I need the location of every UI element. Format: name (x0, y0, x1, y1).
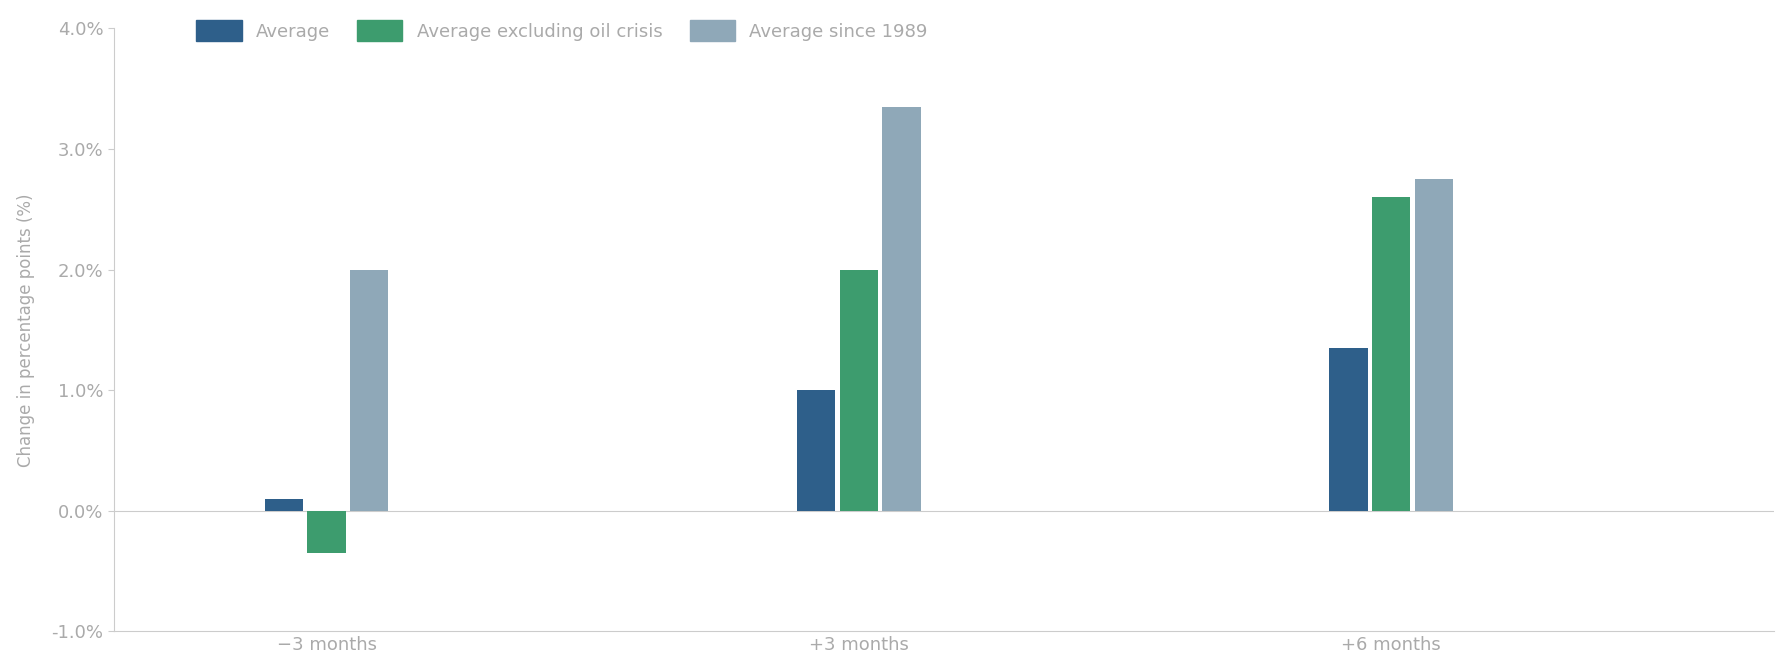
Bar (349, 270, 389, 511)
Bar (797, 391, 835, 511)
Y-axis label: Change in percentage points (%): Change in percentage points (%) (16, 193, 34, 466)
Bar (1415, 179, 1453, 511)
Bar (265, 499, 303, 511)
Bar (1329, 348, 1368, 511)
Bar (308, 511, 346, 553)
Bar (840, 270, 878, 511)
Bar (883, 107, 921, 511)
Bar (1372, 197, 1410, 511)
Legend: Average, Average excluding oil crisis, Average since 1989: Average, Average excluding oil crisis, A… (190, 13, 935, 48)
